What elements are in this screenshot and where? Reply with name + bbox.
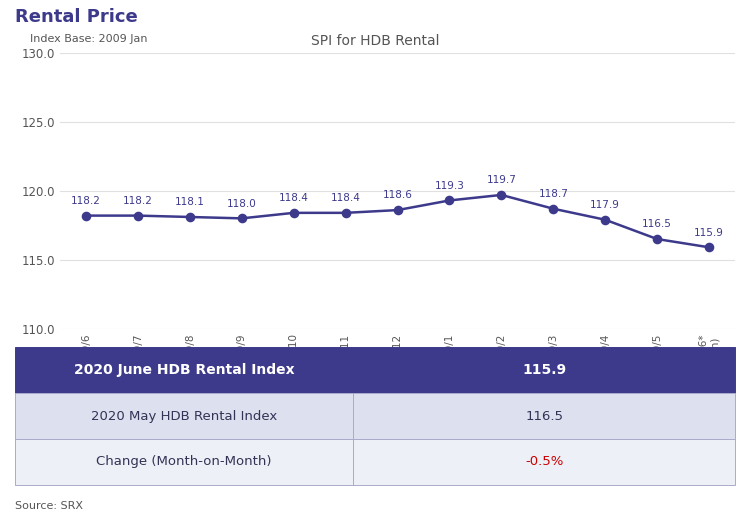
Text: 118.4: 118.4 — [279, 193, 308, 203]
Text: Index Base: 2009 Jan: Index Base: 2009 Jan — [30, 34, 148, 45]
Text: Change (Month-on-Month): Change (Month-on-Month) — [97, 455, 272, 469]
Text: 118.1: 118.1 — [175, 197, 205, 207]
Text: Rental Price: Rental Price — [15, 8, 138, 26]
Text: Source: SRX: Source: SRX — [15, 501, 83, 511]
Text: 116.5: 116.5 — [525, 410, 563, 422]
Text: 115.9: 115.9 — [694, 227, 724, 237]
Text: 118.2: 118.2 — [71, 196, 101, 206]
Text: 118.0: 118.0 — [226, 199, 256, 209]
Text: SPI for HDB Rental: SPI for HDB Rental — [310, 34, 440, 48]
Point — [80, 211, 92, 220]
Point — [392, 206, 404, 214]
Text: 119.7: 119.7 — [487, 175, 516, 185]
Text: 117.9: 117.9 — [590, 200, 620, 210]
Text: 118.7: 118.7 — [538, 189, 568, 199]
Text: 119.3: 119.3 — [434, 181, 464, 191]
Text: 2020 May HDB Rental Index: 2020 May HDB Rental Index — [91, 410, 278, 422]
Point — [548, 205, 560, 213]
Point — [703, 243, 715, 252]
Text: 116.5: 116.5 — [642, 219, 672, 229]
Text: 118.2: 118.2 — [123, 196, 153, 206]
Text: 118.4: 118.4 — [331, 193, 361, 203]
Text: 118.6: 118.6 — [382, 190, 412, 200]
Point — [495, 191, 507, 199]
Point — [132, 211, 144, 220]
Point — [599, 216, 611, 224]
Point — [443, 196, 455, 205]
Text: 115.9: 115.9 — [522, 363, 566, 377]
Point — [340, 209, 352, 217]
Point — [288, 209, 300, 217]
Point — [236, 214, 248, 223]
Text: -0.5%: -0.5% — [525, 455, 563, 469]
Point — [184, 213, 196, 221]
Point — [651, 235, 663, 243]
Text: 2020 June HDB Rental Index: 2020 June HDB Rental Index — [74, 363, 295, 377]
